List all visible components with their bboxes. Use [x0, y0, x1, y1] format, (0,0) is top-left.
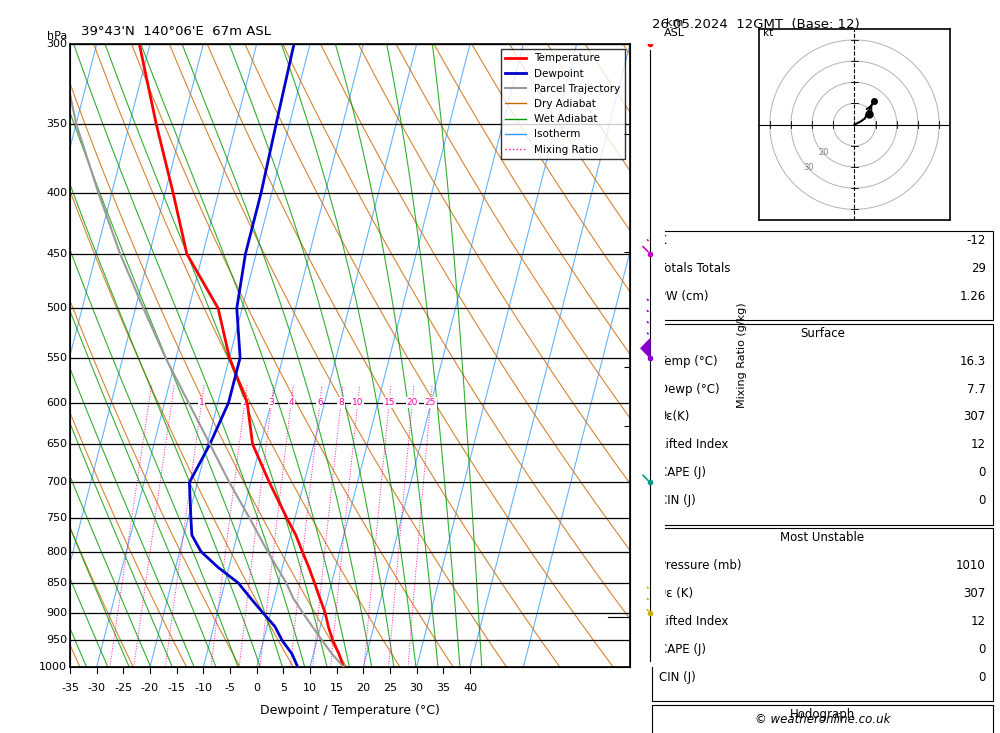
Text: 0: 0: [978, 643, 986, 656]
Text: km
ASL: km ASL: [664, 18, 685, 37]
Text: 30: 30: [410, 682, 424, 693]
Text: K: K: [659, 234, 667, 247]
Text: LCL: LCL: [647, 611, 665, 622]
Text: Dewpoint / Temperature (°C): Dewpoint / Temperature (°C): [260, 704, 440, 718]
Text: 800: 800: [46, 547, 67, 556]
Text: CAPE (J): CAPE (J): [659, 466, 706, 479]
Text: 750: 750: [46, 513, 67, 523]
Text: 4: 4: [288, 398, 294, 407]
Text: 350: 350: [46, 119, 67, 129]
Text: 1010: 1010: [956, 559, 986, 572]
Text: 10: 10: [352, 398, 363, 407]
Text: -25: -25: [114, 682, 132, 693]
Text: 0: 0: [978, 671, 986, 684]
Text: 1: 1: [199, 398, 204, 407]
Text: -30: -30: [88, 682, 106, 693]
Text: 8: 8: [338, 398, 344, 407]
Text: θε(K): θε(K): [659, 410, 690, 424]
Text: 1.26: 1.26: [960, 290, 986, 303]
Text: 12: 12: [971, 615, 986, 628]
Text: 850: 850: [46, 578, 67, 588]
Text: 6: 6: [317, 398, 323, 407]
Text: 20: 20: [407, 398, 418, 407]
Text: 2: 2: [242, 398, 248, 407]
Text: PW (cm): PW (cm): [659, 290, 709, 303]
Text: -5: -5: [225, 682, 236, 693]
Text: 26.05.2024  12GMT  (Base: 12): 26.05.2024 12GMT (Base: 12): [652, 18, 860, 32]
Text: 450: 450: [46, 248, 67, 259]
Text: -35: -35: [61, 682, 79, 693]
Text: CAPE (J): CAPE (J): [659, 643, 706, 656]
Text: 29: 29: [971, 262, 986, 275]
Text: 12: 12: [971, 438, 986, 452]
Text: © weatheronline.co.uk: © weatheronline.co.uk: [755, 712, 890, 726]
Bar: [652, 231, 993, 320]
Text: 5: 5: [280, 682, 287, 693]
Text: 10: 10: [303, 682, 317, 693]
Text: 400: 400: [46, 188, 67, 198]
Text: 7.7: 7.7: [967, 383, 986, 396]
Text: CIN (J): CIN (J): [659, 671, 696, 684]
Text: Dewp (°C): Dewp (°C): [659, 383, 720, 396]
Bar: [652, 324, 993, 525]
Text: 950: 950: [46, 636, 67, 646]
Text: 39°43'N  140°06'E  67m ASL: 39°43'N 140°06'E 67m ASL: [81, 25, 271, 37]
Text: Temp (°C): Temp (°C): [659, 355, 718, 368]
Text: 40: 40: [463, 682, 477, 693]
Text: Surface: Surface: [800, 327, 845, 340]
Text: 25: 25: [383, 682, 397, 693]
Text: -15: -15: [168, 682, 186, 693]
Text: 700: 700: [46, 477, 67, 487]
Text: Hodograph: Hodograph: [790, 708, 855, 721]
Text: 900: 900: [46, 608, 67, 617]
Text: 15: 15: [383, 398, 395, 407]
Bar: [652, 528, 993, 701]
Text: -12: -12: [966, 234, 986, 247]
Text: Most Unstable: Most Unstable: [780, 531, 865, 545]
Text: 600: 600: [46, 398, 67, 408]
Text: Lifted Index: Lifted Index: [659, 615, 729, 628]
Text: 307: 307: [964, 587, 986, 600]
Text: -10: -10: [194, 682, 212, 693]
Text: CIN (J): CIN (J): [659, 494, 696, 507]
Text: -20: -20: [141, 682, 159, 693]
Text: 550: 550: [46, 353, 67, 363]
Text: Mixing Ratio (g/kg): Mixing Ratio (g/kg): [737, 303, 747, 408]
Text: 20: 20: [356, 682, 370, 693]
Text: 0: 0: [978, 466, 986, 479]
Text: 1000: 1000: [39, 662, 67, 672]
Text: Totals Totals: Totals Totals: [659, 262, 731, 275]
Text: 15: 15: [330, 682, 344, 693]
Text: 0: 0: [978, 494, 986, 507]
Text: 307: 307: [964, 410, 986, 424]
Text: 300: 300: [46, 39, 67, 49]
Text: hPa: hPa: [47, 31, 67, 41]
Text: θε (K): θε (K): [659, 587, 693, 600]
Text: Lifted Index: Lifted Index: [659, 438, 729, 452]
Polygon shape: [641, 25, 650, 44]
Bar: [652, 705, 993, 733]
Text: 0: 0: [253, 682, 260, 693]
Polygon shape: [641, 339, 650, 358]
Text: 25: 25: [425, 398, 436, 407]
Text: 3: 3: [269, 398, 274, 407]
Text: 650: 650: [46, 439, 67, 449]
Legend: Temperature, Dewpoint, Parcel Trajectory, Dry Adiabat, Wet Adiabat, Isotherm, Mi: Temperature, Dewpoint, Parcel Trajectory…: [501, 49, 625, 159]
Text: 35: 35: [436, 682, 450, 693]
Text: 16.3: 16.3: [960, 355, 986, 368]
Text: Pressure (mb): Pressure (mb): [659, 559, 742, 572]
Text: 500: 500: [46, 303, 67, 313]
